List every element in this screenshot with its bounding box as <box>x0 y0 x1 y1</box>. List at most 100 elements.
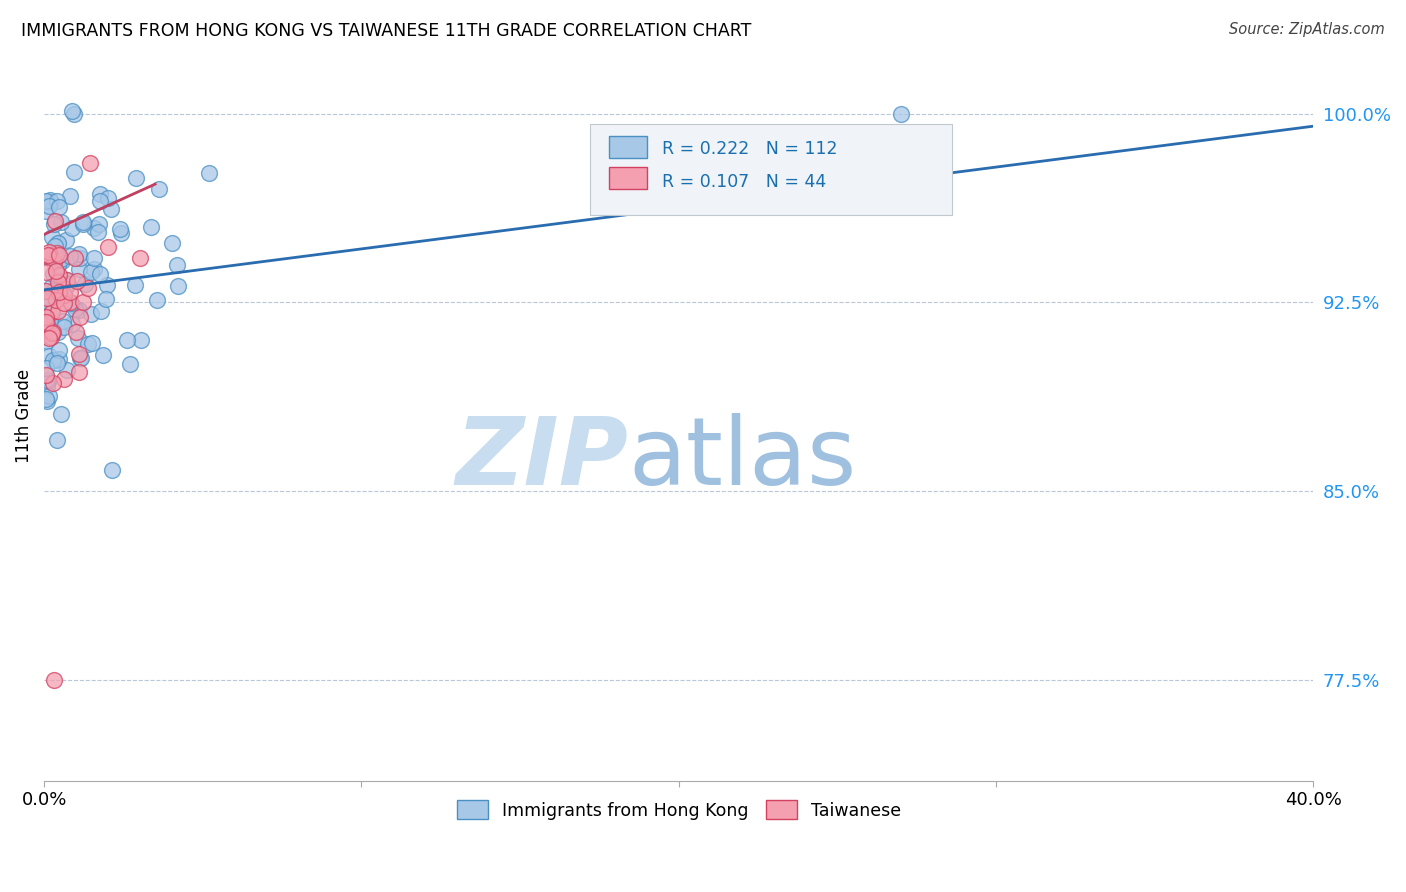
Point <box>890 106 912 120</box>
Point <box>129 252 152 266</box>
Point <box>70 351 93 366</box>
Point <box>46 433 69 447</box>
Y-axis label: 11th Grade: 11th Grade <box>15 368 32 463</box>
Point <box>42 267 65 281</box>
Point <box>62 298 84 312</box>
Point <box>80 265 103 279</box>
Point <box>63 107 86 121</box>
Point <box>46 258 69 272</box>
Point <box>44 352 66 367</box>
Point <box>46 235 69 250</box>
Point <box>97 191 120 205</box>
Point <box>79 156 101 170</box>
Point <box>67 365 90 379</box>
Point <box>35 314 58 328</box>
Point <box>37 295 59 310</box>
Point <box>48 287 70 301</box>
Point <box>52 314 75 328</box>
Point <box>53 372 76 386</box>
Point <box>83 251 105 265</box>
Point <box>60 104 83 119</box>
Point <box>72 294 94 309</box>
Point <box>87 218 110 232</box>
Point <box>37 249 59 263</box>
Point <box>65 325 87 339</box>
Point <box>49 215 72 229</box>
Point <box>55 273 77 287</box>
Point <box>45 252 67 266</box>
Text: R = 0.222   N = 112: R = 0.222 N = 112 <box>662 140 838 159</box>
Point <box>38 315 60 329</box>
Point <box>48 275 70 289</box>
Point <box>97 240 120 254</box>
Point <box>35 310 58 325</box>
Point <box>89 267 111 281</box>
Point <box>37 317 59 331</box>
Text: ZIP: ZIP <box>456 414 628 506</box>
Point <box>46 355 69 369</box>
Point <box>77 281 100 295</box>
Point <box>38 199 60 213</box>
Legend: Immigrants from Hong Kong, Taiwanese: Immigrants from Hong Kong, Taiwanese <box>450 794 908 827</box>
Point <box>63 165 86 179</box>
Point <box>44 238 66 252</box>
Point <box>89 194 111 208</box>
Point <box>35 392 58 407</box>
Point <box>39 195 62 210</box>
Text: atlas: atlas <box>628 414 856 506</box>
Point <box>41 230 63 244</box>
Point <box>83 262 105 277</box>
Point <box>39 330 62 344</box>
Point <box>53 296 76 310</box>
Point <box>139 219 162 234</box>
Point <box>146 293 169 308</box>
Point <box>75 277 97 292</box>
Point <box>35 368 58 383</box>
Point <box>48 268 70 283</box>
Point <box>44 214 66 228</box>
Point <box>51 407 73 421</box>
Point <box>42 326 65 340</box>
Point <box>67 347 90 361</box>
Point <box>101 463 124 477</box>
Point <box>60 296 83 310</box>
Point <box>55 234 77 248</box>
Point <box>53 320 76 334</box>
Point <box>35 315 58 329</box>
Point <box>35 203 58 218</box>
Point <box>80 307 103 321</box>
Point <box>51 253 73 268</box>
Point <box>162 235 184 250</box>
Point <box>35 293 58 307</box>
FancyBboxPatch shape <box>591 124 952 215</box>
Text: Source: ZipAtlas.com: Source: ZipAtlas.com <box>1229 22 1385 37</box>
Point <box>35 361 58 376</box>
Point <box>59 295 82 310</box>
Point <box>48 285 70 299</box>
Point <box>69 251 91 265</box>
Point <box>35 194 58 209</box>
Point <box>38 349 60 363</box>
Point <box>35 320 58 334</box>
Point <box>45 194 67 209</box>
Point <box>69 310 91 324</box>
Point <box>41 312 63 326</box>
Point <box>38 194 60 208</box>
Point <box>41 302 63 317</box>
Point <box>41 326 63 340</box>
Point <box>67 246 90 260</box>
Point <box>35 322 58 336</box>
Point <box>129 333 152 347</box>
Point <box>37 248 59 262</box>
Point <box>59 285 82 299</box>
Point <box>41 305 63 319</box>
Point <box>96 277 118 292</box>
Point <box>118 357 141 371</box>
Point <box>35 284 58 298</box>
Point <box>58 277 80 291</box>
Point <box>69 351 91 365</box>
Point <box>35 394 58 409</box>
Point <box>87 225 110 239</box>
Point <box>52 288 75 302</box>
Point <box>100 202 122 217</box>
